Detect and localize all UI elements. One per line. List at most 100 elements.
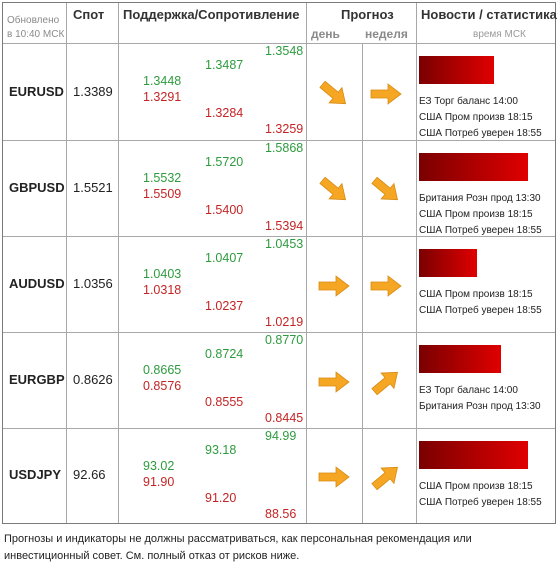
disclaimer-line-1: Прогнозы и индикаторы не должны рассматр… (4, 533, 472, 545)
news-item: США Пром произв 18:15 (419, 481, 533, 492)
support-level: 1.3284 (205, 106, 244, 120)
support-level: 1.0219 (265, 315, 304, 329)
column-cell (363, 44, 417, 140)
column-cell (363, 141, 417, 236)
forecast-week-arrow-icon (369, 176, 403, 204)
forecast-day-arrow-icon (317, 80, 351, 108)
forecast-week-arrow-icon (369, 463, 403, 491)
resistance-level: 1.0403 (143, 267, 182, 281)
column-cell (67, 237, 119, 332)
resistance-level: 1.0453 (265, 237, 304, 251)
pair-name: EURGBP (9, 372, 65, 387)
support-level: 0.8445 (265, 411, 304, 425)
column-cell (3, 333, 67, 428)
news-item: Британия Розн прод 13:30 (419, 401, 541, 412)
disclaimer: Прогнозы и индикаторы не должны рассматр… (4, 531, 554, 565)
header-spot: Спот (67, 3, 119, 43)
news-importance-bar (419, 345, 501, 373)
table-row: EURUSD 1.3389 1.3448 1.3291 1.3487 1.3284 1.35… (3, 44, 555, 141)
forecast-week-header: неделя (365, 27, 408, 41)
forecast-day-arrow-icon (317, 272, 351, 300)
news-item: Британия Розн прод 13:30 (419, 193, 541, 204)
news-item: США Потреб уверен 18:55 (419, 305, 542, 316)
pair-name: USDJPY (9, 467, 62, 482)
support-level: 88.56 (265, 507, 297, 521)
resistance-level: 1.3448 (143, 74, 182, 88)
forecast-day-arrow-icon (317, 463, 351, 491)
forecast-week-arrow-icon (369, 272, 403, 300)
resistance-level: 1.5720 (205, 155, 244, 169)
table-row: USDJPY 92.66 93.02 91.90 93.18 91.20 94.99 88.5… (3, 429, 555, 523)
news-importance-bar (419, 441, 528, 469)
updated-time: в 10:40 МСК (7, 29, 65, 40)
news-item: ЕЗ Торг баланс 14:00 (419, 96, 518, 107)
support-level: 1.5509 (143, 187, 182, 201)
forecast-day-arrow-icon (317, 176, 351, 204)
table-row: GBPUSD 1.5521 1.5532 1.5509 1.5720 1.5400 1.58… (3, 141, 555, 237)
table-row: AUDUSD 1.0356 1.0403 1.0318 1.0407 1.0237 1.04… (3, 237, 555, 333)
column-cell (67, 333, 119, 428)
forecast-day-header: день (311, 27, 340, 41)
column-cell (307, 333, 363, 428)
forecast-week-arrow-icon (369, 80, 403, 108)
support-level: 0.8555 (205, 395, 244, 409)
column-cell (119, 44, 307, 140)
column-cell (67, 44, 119, 140)
header-sr: Поддержка/Сопротивление (119, 3, 307, 43)
spot-price: 1.3389 (73, 84, 113, 99)
pair-name: AUDUSD (9, 276, 65, 291)
column-cell (307, 237, 363, 332)
resistance-level: 1.5532 (143, 171, 182, 185)
support-level: 1.3291 (143, 90, 182, 104)
forecast-header: Прогноз (341, 7, 394, 22)
spot-price: 0.8626 (73, 372, 113, 387)
column-cell (363, 429, 417, 523)
column-cell (3, 237, 67, 332)
column-cell (3, 44, 67, 140)
spot-price: 1.5521 (73, 180, 113, 195)
column-cell (119, 237, 307, 332)
news-importance-bar (419, 56, 494, 84)
forecast-day-arrow-icon (317, 368, 351, 396)
news-item: США Пром произв 18:15 (419, 112, 533, 123)
support-level: 1.0237 (205, 299, 244, 313)
pair-name: GBPUSD (9, 180, 65, 195)
news-item: США Пром произв 18:15 (419, 209, 533, 220)
resistance-level: 1.0407 (205, 251, 244, 265)
column-cell (307, 141, 363, 236)
spot-header: Спот (73, 7, 105, 22)
resistance-level: 94.99 (265, 429, 297, 443)
forex-table: Обновлено в 10:40 МСК Спот Поддержка/Соп… (2, 2, 557, 524)
header-forecast: Прогноз день неделя (307, 3, 417, 43)
sr-header: Поддержка/Сопротивление (123, 7, 300, 22)
column-cell (67, 429, 119, 523)
support-level: 1.0318 (143, 283, 182, 297)
news-header: Новости / статистика (421, 7, 557, 22)
column-cell (3, 141, 67, 236)
resistance-level: 0.8724 (205, 347, 244, 361)
news-item: США Потреб уверен 18:55 (419, 225, 542, 236)
resistance-level: 0.8770 (265, 333, 304, 347)
resistance-level: 1.5868 (265, 141, 304, 155)
resistance-level: 0.8665 (143, 363, 182, 377)
table-row: EURGBP 0.8626 0.8665 0.8576 0.8724 0.8555 0.87… (3, 333, 555, 429)
news-importance-bar (419, 249, 477, 277)
column-cell (119, 429, 307, 523)
spot-price: 92.66 (73, 467, 106, 482)
support-level: 1.3259 (265, 122, 304, 136)
column-cell (119, 141, 307, 236)
support-level: 0.8576 (143, 379, 182, 393)
header-news: Новости / статистика время МСК (417, 3, 557, 43)
forecast-week-arrow-icon (369, 368, 403, 396)
resistance-level: 93.02 (143, 459, 175, 473)
news-item: ЕЗ Торг баланс 14:00 (419, 385, 518, 396)
column-cell (363, 237, 417, 332)
pair-name: EURUSD (9, 84, 64, 99)
support-level: 1.5400 (205, 203, 244, 217)
resistance-level: 1.3487 (205, 58, 244, 72)
spot-price: 1.0356 (73, 276, 113, 291)
column-cell (119, 333, 307, 428)
news-item: США Потреб уверен 18:55 (419, 497, 542, 508)
column-cell (363, 333, 417, 428)
header-updated: Обновлено в 10:40 МСК (3, 3, 67, 43)
